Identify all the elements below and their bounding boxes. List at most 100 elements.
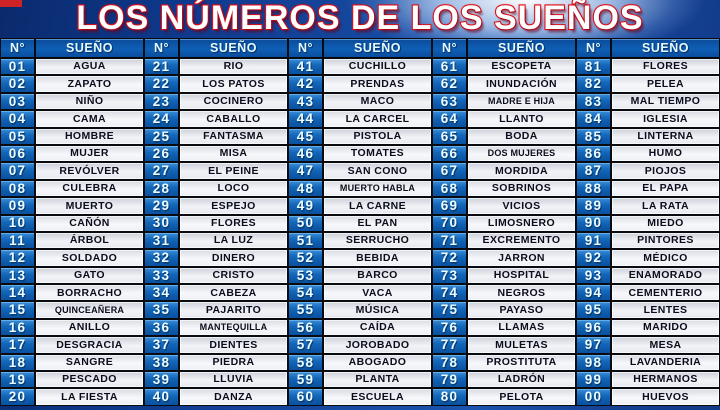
- dream-cell: SANGRE: [36, 354, 143, 371]
- number-cell: 72: [433, 250, 466, 266]
- number-cell: 86: [577, 145, 610, 162]
- dream-cell: LLAMAS: [468, 319, 575, 336]
- dream-cell: ÁRBOL: [36, 232, 143, 249]
- number-cell: 95: [577, 302, 610, 318]
- number-cell: 23: [145, 93, 178, 110]
- dream-cell: DESGRACIA: [36, 337, 143, 353]
- number-cell: 85: [577, 128, 610, 144]
- number-cell: 81: [577, 59, 610, 75]
- number-cell: 12: [1, 250, 34, 266]
- number-cell: 17: [1, 337, 34, 353]
- dream-cell: CAÑÓN: [36, 215, 143, 231]
- dream-cell: MISA: [180, 145, 287, 162]
- number-cell: 70: [433, 215, 466, 231]
- dream-cell: NEGROS: [468, 285, 575, 301]
- number-cell: 61: [433, 59, 466, 75]
- dream-cell: MIEDO: [612, 215, 719, 231]
- dream-cell: PINTORES: [612, 232, 719, 249]
- number-cell: 60: [289, 389, 322, 405]
- dream-cell: EL PEINE: [180, 163, 287, 179]
- dream-cell: LA CARCEL: [324, 111, 431, 127]
- dream-cell: CAMA: [36, 111, 143, 127]
- dream-cell: LADRÓN: [468, 372, 575, 388]
- dream-cell: PISTOLA: [324, 128, 431, 144]
- dream-cell: RIO: [180, 59, 287, 75]
- dream-cell: SERRUCHO: [324, 232, 431, 249]
- dream-cell: MUERTO HABLA: [324, 180, 431, 197]
- dream-cell: LENTES: [612, 302, 719, 318]
- number-cell: 34: [145, 285, 178, 301]
- number-cell: 68: [433, 180, 466, 197]
- number-cell: 57: [289, 337, 322, 353]
- dream-cell: LAVANDERIA: [612, 354, 719, 371]
- number-cell: 80: [433, 389, 466, 405]
- number-cell: 37: [145, 337, 178, 353]
- dream-cell: LA RATA: [612, 198, 719, 214]
- number-cell: 42: [289, 76, 322, 92]
- number-cell: 00: [577, 389, 610, 405]
- number-cell: 14: [1, 285, 34, 301]
- dream-cell: LA FIESTA: [36, 389, 143, 405]
- dream-cell: PESCADO: [36, 372, 143, 388]
- dream-column-header: SUEÑO: [180, 39, 287, 57]
- dream-cell: PLANTA: [324, 372, 431, 388]
- dream-cell: HUEVOS: [612, 389, 719, 405]
- dream-cell: MESA: [612, 337, 719, 353]
- number-cell: 50: [289, 215, 322, 231]
- number-cell: 79: [433, 372, 466, 388]
- dream-cell: DOS MUJERES: [468, 145, 575, 162]
- number-cell: 56: [289, 319, 322, 336]
- dream-cell: MÚSICA: [324, 302, 431, 318]
- red-corner-mark: [0, 0, 22, 7]
- dream-cell: PELEA: [612, 76, 719, 92]
- number-cell: 55: [289, 302, 322, 318]
- dream-cell: FLORES: [180, 215, 287, 231]
- number-cell: 54: [289, 285, 322, 301]
- dream-cell: QUINCEAÑERA: [36, 302, 143, 318]
- dream-cell: VICIOS: [468, 198, 575, 214]
- number-cell: 43: [289, 93, 322, 110]
- dream-cell: MARIDO: [612, 319, 719, 336]
- number-cell: 03: [1, 93, 34, 110]
- number-cell: 90: [577, 215, 610, 231]
- dream-cell: TOMATES: [324, 145, 431, 162]
- number-cell: 94: [577, 285, 610, 301]
- dream-cell: PELOTA: [468, 389, 575, 405]
- number-cell: 21: [145, 59, 178, 75]
- number-cell: 31: [145, 232, 178, 249]
- dream-cell: VACA: [324, 285, 431, 301]
- dream-cell: JOROBADO: [324, 337, 431, 353]
- dream-cell: ESCUELA: [324, 389, 431, 405]
- number-cell: 66: [433, 145, 466, 162]
- dream-column-header: SUEÑO: [324, 39, 431, 57]
- dream-cell: MULETAS: [468, 337, 575, 353]
- number-cell: 78: [433, 354, 466, 371]
- dream-cell: BARCO: [324, 267, 431, 284]
- dream-cell: BORRACHO: [36, 285, 143, 301]
- dream-cell: ENAMORADO: [612, 267, 719, 284]
- number-cell: 82: [577, 76, 610, 92]
- number-cell: 76: [433, 319, 466, 336]
- dream-cell: CABALLO: [180, 111, 287, 127]
- dream-cell: CULEBRA: [36, 180, 143, 197]
- number-cell: 26: [145, 145, 178, 162]
- number-cell: 44: [289, 111, 322, 127]
- number-cell: 75: [433, 302, 466, 318]
- number-cell: 07: [1, 163, 34, 179]
- dream-cell: ESCOPETA: [468, 59, 575, 75]
- dream-cell: HOMBRE: [36, 128, 143, 144]
- number-cell: 92: [577, 250, 610, 266]
- number-cell: 19: [1, 372, 34, 388]
- number-column-header: N°: [1, 39, 34, 57]
- dream-cell: PIOJOS: [612, 163, 719, 179]
- number-cell: 01: [1, 59, 34, 75]
- number-cell: 20: [1, 389, 34, 405]
- dream-cell: AGUA: [36, 59, 143, 75]
- dream-cell: LINTERNA: [612, 128, 719, 144]
- number-cell: 04: [1, 111, 34, 127]
- number-cell: 52: [289, 250, 322, 266]
- number-cell: 16: [1, 319, 34, 336]
- number-cell: 15: [1, 302, 34, 318]
- dream-cell: CAÍDA: [324, 319, 431, 336]
- dream-cell: EL PAPA: [612, 180, 719, 197]
